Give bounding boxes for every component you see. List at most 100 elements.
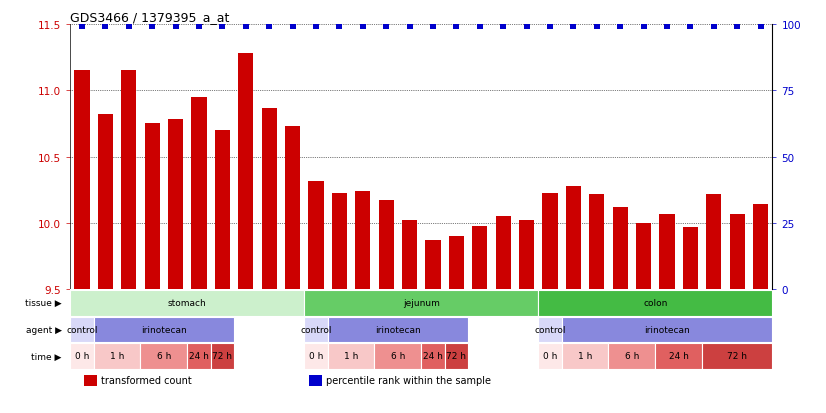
- Bar: [729, 214, 745, 290]
- Text: tissue ▶: tissue ▶: [25, 299, 62, 308]
- Point: [520, 24, 534, 31]
- Bar: [539, 343, 562, 369]
- Point: [380, 24, 393, 31]
- Point: [169, 24, 183, 31]
- Bar: [444, 343, 468, 369]
- Bar: [378, 201, 394, 290]
- Bar: [402, 221, 417, 290]
- Text: irinotecan: irinotecan: [141, 325, 187, 334]
- Bar: [589, 195, 605, 290]
- Bar: [84, 375, 97, 387]
- Bar: [355, 192, 370, 290]
- Bar: [262, 108, 277, 290]
- Point: [286, 24, 299, 31]
- Text: 0 h: 0 h: [543, 351, 558, 361]
- Text: GDS3466 / 1379395_a_at: GDS3466 / 1379395_a_at: [70, 11, 230, 24]
- Point: [240, 24, 253, 31]
- Point: [544, 24, 557, 31]
- Bar: [425, 241, 440, 290]
- Point: [75, 24, 88, 31]
- Bar: [562, 343, 609, 369]
- Text: time ▶: time ▶: [31, 351, 62, 361]
- Bar: [70, 290, 304, 316]
- Bar: [753, 205, 768, 290]
- Point: [309, 24, 322, 31]
- Bar: [238, 54, 254, 290]
- Point: [637, 24, 650, 31]
- Bar: [472, 226, 487, 290]
- Point: [216, 24, 229, 31]
- Text: 24 h: 24 h: [423, 351, 443, 361]
- Point: [473, 24, 487, 31]
- Point: [449, 24, 463, 31]
- Bar: [702, 343, 772, 369]
- Bar: [192, 97, 206, 290]
- Point: [567, 24, 580, 31]
- Bar: [328, 317, 468, 342]
- Text: 0 h: 0 h: [74, 351, 89, 361]
- Bar: [70, 343, 93, 369]
- Bar: [609, 343, 655, 369]
- Bar: [168, 120, 183, 290]
- Bar: [304, 343, 328, 369]
- Text: 72 h: 72 h: [727, 351, 748, 361]
- Text: 24 h: 24 h: [189, 351, 209, 361]
- Bar: [140, 343, 188, 369]
- Text: agent ▶: agent ▶: [26, 325, 62, 334]
- Text: 72 h: 72 h: [446, 351, 467, 361]
- Bar: [613, 208, 628, 290]
- Bar: [421, 343, 444, 369]
- Bar: [655, 343, 702, 369]
- Text: stomach: stomach: [168, 299, 206, 308]
- Bar: [93, 317, 234, 342]
- Bar: [659, 214, 675, 290]
- Text: 1 h: 1 h: [344, 351, 358, 361]
- Point: [333, 24, 346, 31]
- Bar: [309, 375, 321, 387]
- Bar: [121, 71, 136, 290]
- Bar: [706, 195, 721, 290]
- Bar: [566, 186, 581, 290]
- Bar: [374, 343, 421, 369]
- Bar: [539, 317, 562, 342]
- Point: [356, 24, 369, 31]
- Bar: [496, 217, 510, 290]
- Text: control: control: [300, 325, 332, 334]
- Bar: [145, 124, 159, 290]
- Bar: [285, 127, 300, 290]
- Point: [754, 24, 767, 31]
- Point: [730, 24, 743, 31]
- Bar: [211, 343, 234, 369]
- Text: 0 h: 0 h: [309, 351, 323, 361]
- Point: [426, 24, 439, 31]
- Text: transformed count: transformed count: [101, 375, 192, 386]
- Text: 1 h: 1 h: [110, 351, 124, 361]
- Point: [707, 24, 720, 31]
- Point: [684, 24, 697, 31]
- Text: 24 h: 24 h: [669, 351, 689, 361]
- Text: 6 h: 6 h: [157, 351, 171, 361]
- Bar: [74, 71, 89, 290]
- Bar: [683, 228, 698, 290]
- Bar: [93, 343, 140, 369]
- Bar: [543, 193, 558, 290]
- Point: [403, 24, 416, 31]
- Point: [122, 24, 135, 31]
- Bar: [304, 317, 328, 342]
- Text: 6 h: 6 h: [391, 351, 405, 361]
- Text: control: control: [534, 325, 566, 334]
- Point: [145, 24, 159, 31]
- Bar: [328, 343, 374, 369]
- Bar: [539, 290, 772, 316]
- Text: percentile rank within the sample: percentile rank within the sample: [325, 375, 491, 386]
- Bar: [308, 181, 324, 290]
- Text: control: control: [66, 325, 97, 334]
- Bar: [215, 131, 230, 290]
- Bar: [449, 237, 464, 290]
- Bar: [188, 343, 211, 369]
- Text: jejunum: jejunum: [403, 299, 439, 308]
- Text: 72 h: 72 h: [212, 351, 232, 361]
- Point: [192, 24, 206, 31]
- Point: [660, 24, 673, 31]
- Bar: [97, 115, 113, 290]
